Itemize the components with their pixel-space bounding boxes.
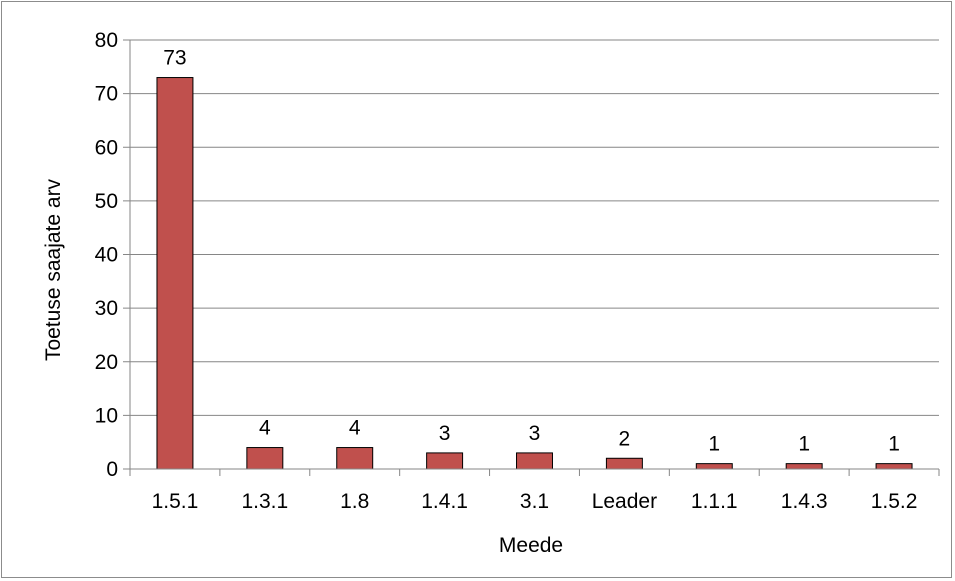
- data-label: 4: [349, 417, 361, 440]
- y-tick-label: 10: [95, 404, 118, 427]
- y-axis-title: Toetuse saajate arv: [42, 178, 65, 361]
- data-label: 3: [529, 422, 541, 445]
- bar: [605, 457, 643, 470]
- y-tick-label: 20: [95, 351, 118, 374]
- x-tick-label: 1.1.1: [691, 490, 738, 513]
- data-label: 1: [708, 433, 720, 456]
- x-tick-label: 1.5.2: [871, 490, 918, 513]
- y-tick-label: 50: [95, 190, 118, 213]
- data-label: 1: [798, 433, 810, 456]
- y-tick-label: 30: [95, 297, 118, 320]
- data-label: 2: [619, 427, 631, 450]
- data-labels: 73 4 4 3 3 2 1 1 1: [163, 47, 900, 456]
- y-tick-label: 80: [95, 29, 118, 52]
- x-axis-title: Meede: [499, 534, 563, 557]
- x-tick-label: 1.4.1: [421, 490, 468, 513]
- bars: [156, 77, 913, 470]
- gridlines: [130, 39, 939, 416]
- x-tick-label: 1.3.1: [241, 490, 288, 513]
- bar: [516, 452, 553, 470]
- bar: [336, 447, 374, 470]
- y-tick-label: 40: [95, 244, 118, 267]
- bar: [156, 77, 194, 470]
- x-tick-label: Leader: [592, 490, 657, 513]
- y-tick-label: 0: [106, 458, 118, 481]
- data-label: 3: [439, 422, 451, 445]
- bar: [875, 463, 913, 470]
- x-tick-label: 1.4.3: [781, 490, 828, 513]
- axes: 0 10 20 30 40 50 60 70 80 1.5.1 1.3.1 1.8 1.4.1 3.1 Le…: [95, 29, 940, 513]
- data-label: 1: [888, 433, 900, 456]
- y-tick-label: 60: [95, 136, 118, 159]
- y-tick-label: 70: [95, 83, 118, 106]
- data-label: 73: [163, 47, 186, 70]
- x-tick-label: 3.1: [520, 490, 549, 513]
- x-tick-label: 1.5.1: [152, 490, 199, 513]
- bar: [695, 463, 733, 470]
- bar: [426, 452, 464, 470]
- bar: [785, 463, 823, 470]
- data-label: 4: [259, 417, 271, 440]
- bar: [246, 447, 284, 470]
- x-tick-label: 1.8: [340, 490, 369, 513]
